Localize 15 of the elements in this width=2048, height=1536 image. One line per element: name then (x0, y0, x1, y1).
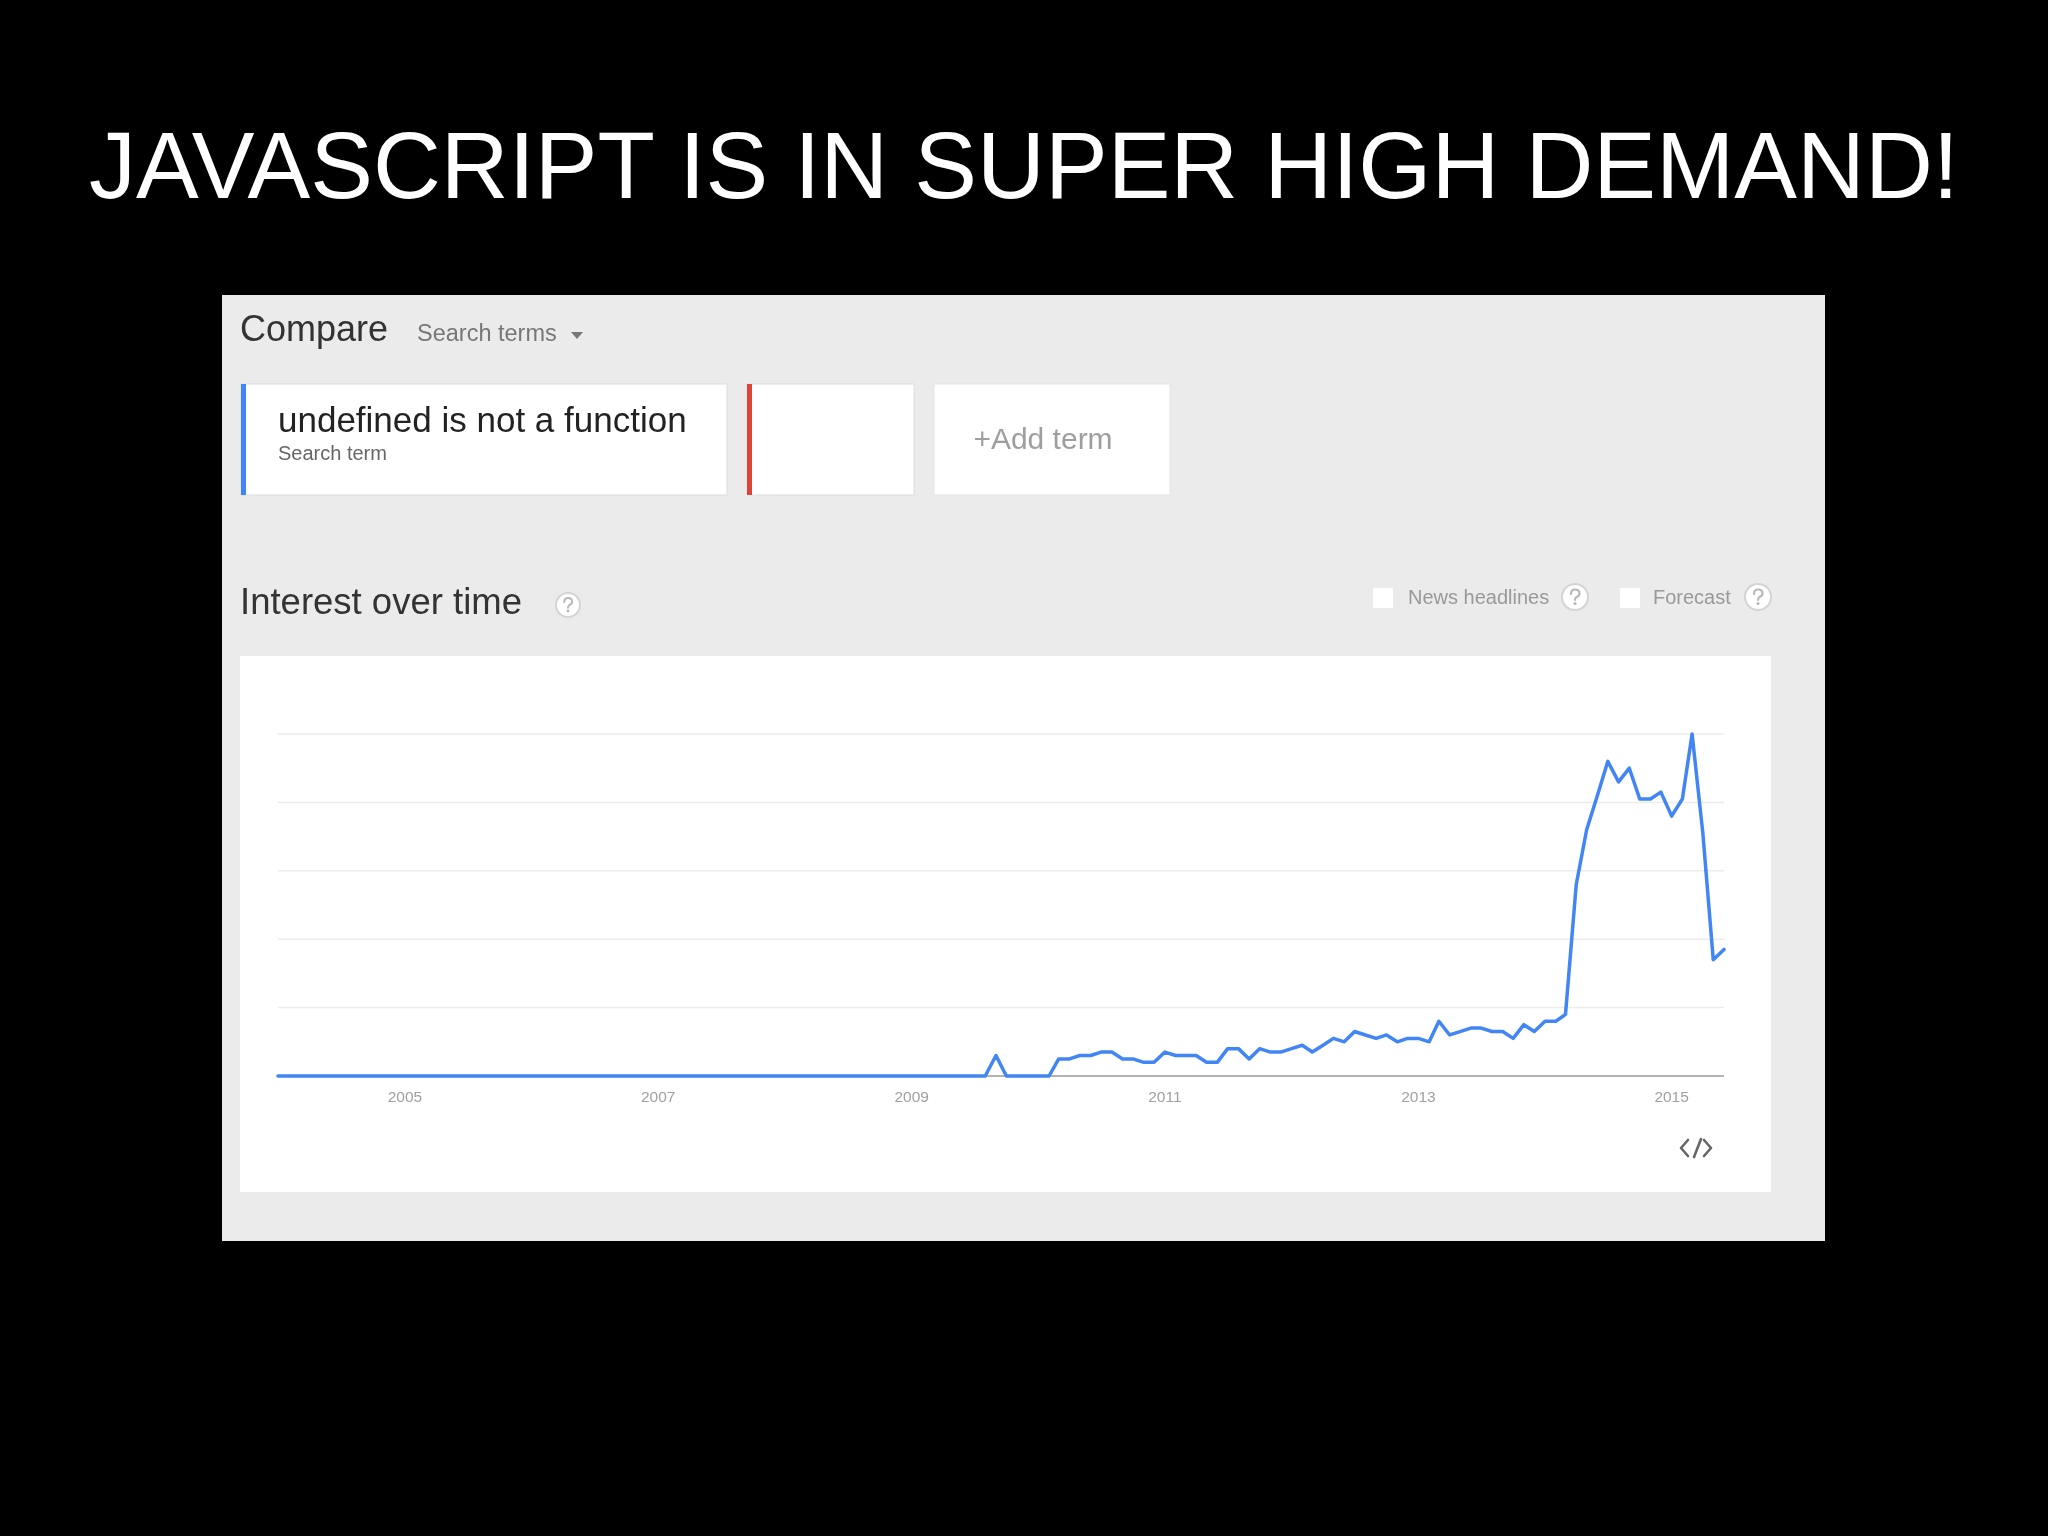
chart-subtitle: Interest over time (240, 581, 522, 622)
x-tick-label: 2005 (387, 1088, 423, 1105)
x-tick-label: 2009 (894, 1088, 929, 1105)
text: Search terms (417, 320, 557, 346)
x-tick-label: 2015 (1654, 1088, 1689, 1105)
chart-title: JAVASCRIPT IS IN SUPER HIGH DEMAND! (89, 113, 1959, 218)
x-tick-label: 2007 (640, 1088, 676, 1105)
text: undefined is not a function (278, 400, 687, 439)
text: News headlines (1408, 586, 1550, 608)
text: +Add term (973, 422, 1113, 455)
text: Forecast (1653, 586, 1732, 608)
text: Compare (240, 308, 389, 349)
text: Search term (278, 442, 387, 464)
x-tick-label: 2011 (1148, 1088, 1182, 1105)
x-tick-label: 2013 (1401, 1088, 1436, 1105)
